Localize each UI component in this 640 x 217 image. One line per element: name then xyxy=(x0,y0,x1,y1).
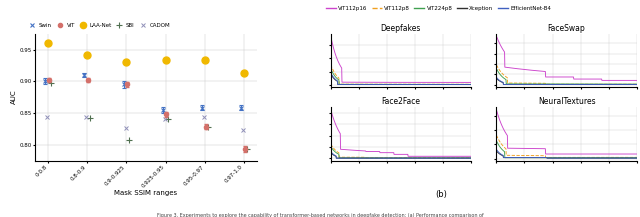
Title: Face2Face: Face2Face xyxy=(381,97,420,107)
Y-axis label: AUC: AUC xyxy=(11,90,17,104)
Title: NeuralTextures: NeuralTextures xyxy=(538,97,595,107)
Text: Figure 3. Experiments to explore the capability of transformer-based networks in: Figure 3. Experiments to explore the cap… xyxy=(157,213,483,217)
X-axis label: Mask SSIM ranges: Mask SSIM ranges xyxy=(115,190,177,196)
Title: FaceSwap: FaceSwap xyxy=(548,24,586,33)
Legend: ViT112p16, ViT112p8, ViT224p8, Xception, EfficientNet-B4: ViT112p16, ViT112p8, ViT224p8, Xception,… xyxy=(324,4,553,13)
Legend: Swin, ViT, LAA-Net, SBI, CADOM: Swin, ViT, LAA-Net, SBI, CADOM xyxy=(27,23,170,28)
Title: Deepfakes: Deepfakes xyxy=(381,24,421,33)
Text: (b): (b) xyxy=(436,191,447,199)
